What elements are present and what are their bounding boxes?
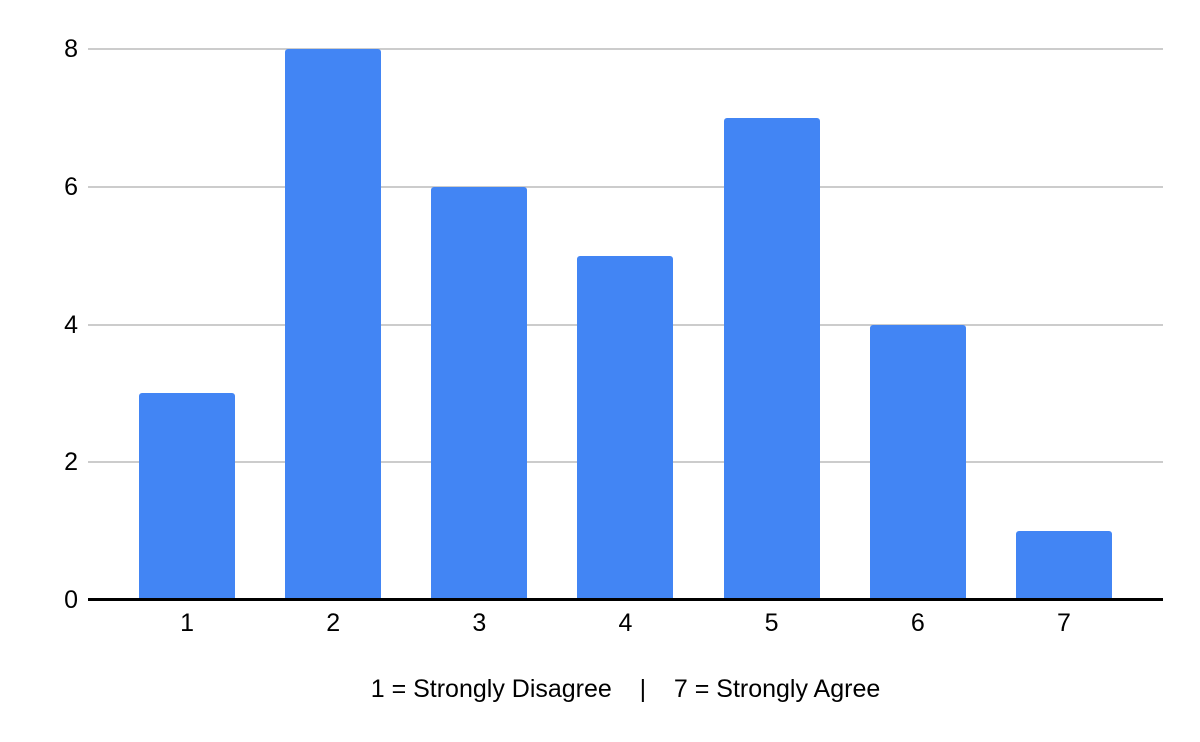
gridline-8 [88, 48, 1163, 50]
plot-area [88, 48, 1163, 601]
gridline-6 [88, 185, 1163, 188]
y-tick-label-2: 2 [64, 448, 78, 477]
bar-slot-4 [552, 49, 698, 600]
bars-row [88, 49, 1163, 600]
bar-slot-7 [991, 49, 1137, 600]
bar-category-3 [431, 186, 528, 600]
x-tick-label-4: 4 [618, 609, 633, 637]
bar-category-7 [1015, 531, 1112, 600]
y-tick-label-8: 8 [64, 35, 78, 63]
bar-category-5 [723, 117, 820, 600]
bar-slot-6 [845, 49, 991, 600]
bar-slot-5 [699, 49, 845, 600]
y-tick-label-4: 4 [64, 310, 78, 339]
x-tick-label-3: 3 [472, 609, 487, 637]
x-tick-label-7: 7 [1056, 609, 1071, 637]
y-tick-label-6: 6 [64, 172, 78, 201]
x-tick-label-1: 1 [180, 609, 195, 637]
bar-slot-2 [260, 49, 406, 600]
bar-slot-3 [406, 49, 552, 600]
x-tick-label-6: 6 [910, 609, 925, 637]
bar-category-4 [577, 255, 674, 600]
x-tick-label-5: 5 [764, 609, 779, 637]
bar-category-1 [139, 393, 236, 600]
bar-category-2 [285, 49, 382, 600]
y-tick-label-0: 0 [64, 586, 78, 614]
x-axis-title: 1 = Strongly Disagree | 7 = Strongly Agr… [370, 675, 881, 703]
x-tick-label-2: 2 [326, 609, 341, 637]
bar-slot-1 [114, 49, 260, 600]
bar-category-6 [869, 324, 966, 600]
x-axis-labels: 1 2 3 4 5 6 7 [114, 608, 1137, 638]
x-axis-line [88, 598, 1163, 601]
